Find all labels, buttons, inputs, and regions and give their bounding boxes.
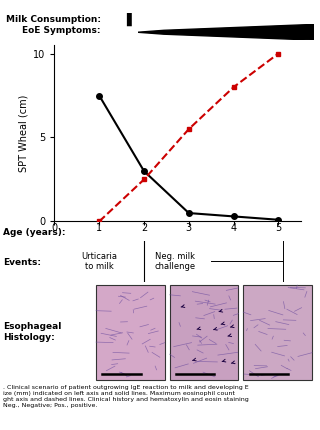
Text: 0: 0	[51, 223, 58, 233]
Text: Events:: Events:	[3, 258, 41, 267]
Text: EoE Symptoms:: EoE Symptoms:	[22, 27, 101, 35]
Text: Urticaria
to milk: Urticaria to milk	[81, 252, 117, 271]
Y-axis label: SPT Wheal (cm): SPT Wheal (cm)	[19, 95, 29, 172]
Text: 1: 1	[96, 223, 102, 233]
Bar	[96, 285, 165, 380]
Text: 4: 4	[230, 223, 237, 233]
Bar	[243, 285, 312, 380]
Text: Milk Consumption:: Milk Consumption:	[6, 15, 101, 24]
Text: 5: 5	[275, 223, 282, 233]
Text: 3: 3	[186, 223, 192, 233]
Bar	[170, 285, 238, 380]
Text: 2: 2	[141, 223, 147, 233]
Polygon shape	[138, 25, 314, 40]
Text: ▌: ▌	[126, 13, 136, 26]
Text: Neg. milk
challenge: Neg. milk challenge	[155, 252, 196, 271]
Text: . Clinical scenario of patient outgrowing IgE reaction to milk and developing E
: . Clinical scenario of patient outgrowin…	[3, 385, 249, 408]
Text: Esophageal
Histology:: Esophageal Histology:	[3, 322, 61, 342]
Text: Age (years):: Age (years):	[3, 228, 66, 236]
